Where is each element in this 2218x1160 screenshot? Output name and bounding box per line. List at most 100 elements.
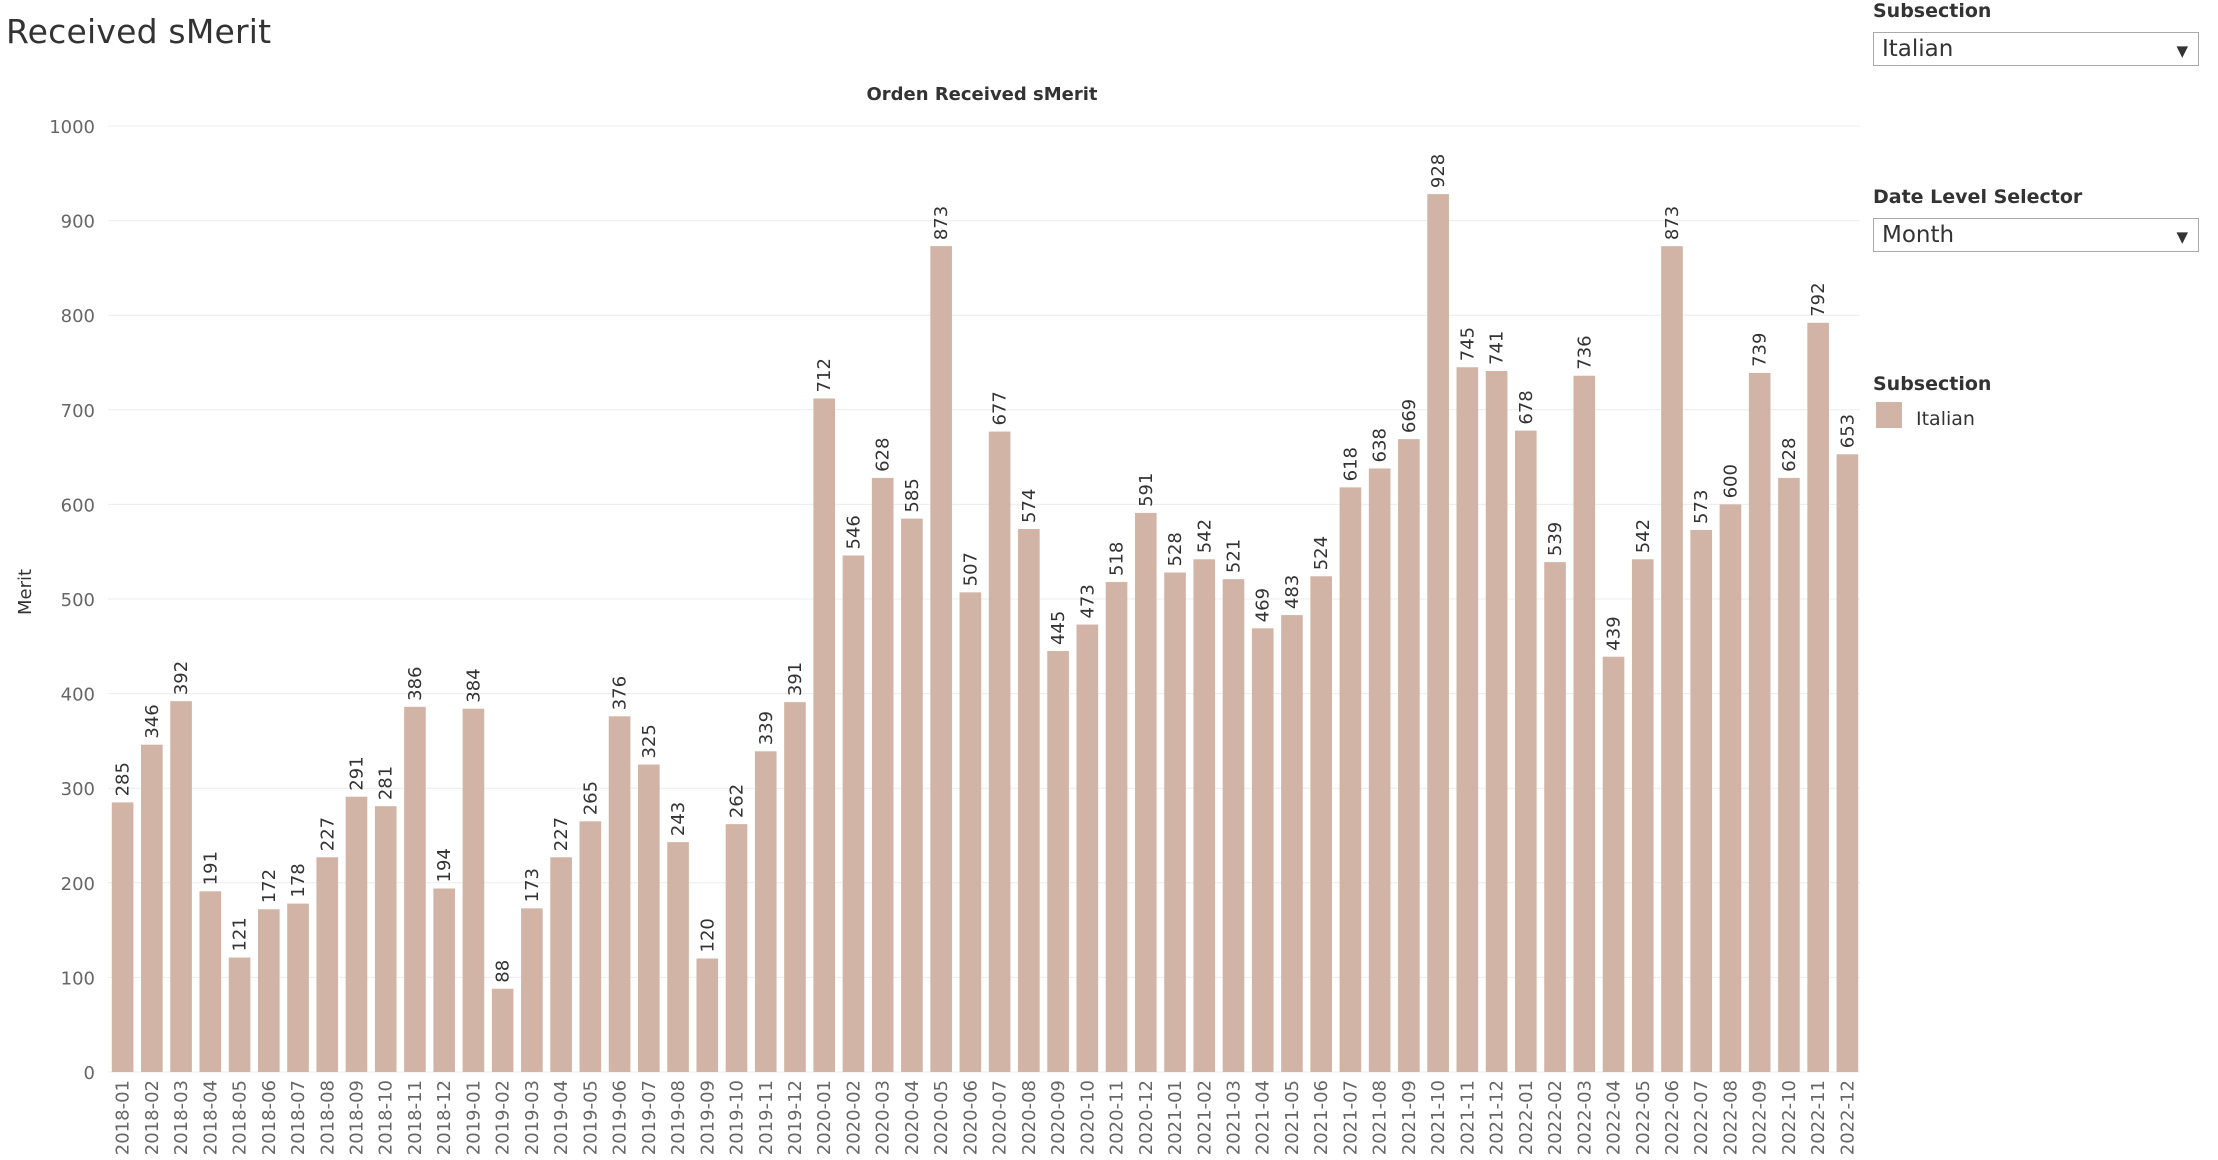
bar-2018-02[interactable] bbox=[141, 744, 163, 1072]
bar-2019-10[interactable] bbox=[725, 824, 748, 1072]
bar-2021-09[interactable] bbox=[1398, 439, 1420, 1073]
x-tick-label: 2019-12 bbox=[785, 1080, 806, 1155]
x-tick-label: 2021-08 bbox=[1370, 1080, 1391, 1155]
bar-2020-02[interactable] bbox=[842, 555, 865, 1072]
y-tick-label: 800 bbox=[61, 306, 95, 327]
bar-2020-06[interactable] bbox=[959, 592, 982, 1072]
x-tick-label: 2020-03 bbox=[873, 1080, 894, 1155]
bar-2022-10[interactable] bbox=[1778, 477, 1800, 1072]
bar-2018-11[interactable] bbox=[404, 706, 426, 1072]
bar-2019-11[interactable] bbox=[754, 751, 777, 1072]
x-tick-label: 2021-12 bbox=[1487, 1080, 1508, 1155]
data-label-2019-08: 243 bbox=[668, 802, 689, 836]
x-tick-label: 2019-01 bbox=[463, 1080, 484, 1155]
bar-2020-10[interactable] bbox=[1076, 624, 1099, 1072]
bar-2019-03[interactable] bbox=[521, 908, 543, 1072]
bar-2021-01[interactable] bbox=[1164, 572, 1186, 1072]
x-tick-label: 2019-02 bbox=[493, 1080, 514, 1155]
data-label-2021-08: 638 bbox=[1370, 428, 1391, 462]
data-label-2018-10: 281 bbox=[376, 766, 397, 800]
bar-2022-07[interactable] bbox=[1690, 529, 1713, 1072]
x-tick-label: 2021-07 bbox=[1340, 1080, 1361, 1155]
bar-2021-05[interactable] bbox=[1281, 615, 1303, 1072]
bar-2020-03[interactable] bbox=[871, 477, 894, 1072]
x-tick-label: 2020-07 bbox=[990, 1080, 1011, 1155]
bars[interactable] bbox=[111, 194, 1859, 1073]
bar-2019-01[interactable] bbox=[462, 708, 485, 1072]
date-level-dropdown[interactable]: Month ▼ bbox=[1873, 218, 2199, 252]
bar-2022-05[interactable] bbox=[1631, 559, 1654, 1072]
bar-2022-06[interactable] bbox=[1661, 246, 1683, 1073]
bar-2018-06[interactable] bbox=[257, 909, 280, 1072]
x-tick-label: 2022-10 bbox=[1779, 1080, 1800, 1155]
data-label-2022-04: 439 bbox=[1604, 616, 1625, 650]
data-label-2021-05: 483 bbox=[1282, 575, 1303, 609]
bar-2018-08[interactable] bbox=[316, 857, 339, 1072]
bar-2022-08[interactable] bbox=[1719, 504, 1742, 1072]
bar-2019-05[interactable] bbox=[579, 821, 602, 1072]
bar-2021-07[interactable] bbox=[1339, 487, 1362, 1072]
bar-2022-01[interactable] bbox=[1515, 430, 1537, 1072]
data-label-2018-05: 121 bbox=[230, 917, 251, 951]
bar-2021-02[interactable] bbox=[1193, 559, 1216, 1072]
data-label-2019-02: 88 bbox=[493, 960, 514, 983]
bar-2021-03[interactable] bbox=[1222, 579, 1245, 1072]
x-tick-label: 2019-09 bbox=[697, 1080, 718, 1155]
bar-2019-12[interactable] bbox=[784, 702, 806, 1072]
bar-2021-06[interactable] bbox=[1310, 576, 1332, 1072]
legend-title: Subsection bbox=[1873, 373, 1992, 395]
bar-2018-12[interactable] bbox=[433, 888, 455, 1072]
bar-2020-09[interactable] bbox=[1047, 651, 1069, 1072]
bar-2022-12[interactable] bbox=[1836, 454, 1859, 1073]
x-tick-label: 2021-04 bbox=[1253, 1080, 1274, 1155]
x-tick-label: 2022-09 bbox=[1750, 1080, 1771, 1155]
bar-2022-02[interactable] bbox=[1544, 562, 1566, 1072]
bar-2020-08[interactable] bbox=[1018, 528, 1040, 1072]
bar-2019-04[interactable] bbox=[550, 857, 572, 1072]
bar-2021-10[interactable] bbox=[1427, 194, 1449, 1072]
bar-2022-11[interactable] bbox=[1807, 322, 1829, 1072]
y-tick-label: 100 bbox=[61, 968, 95, 989]
bar-2022-09[interactable] bbox=[1748, 372, 1771, 1072]
bar-2021-12[interactable] bbox=[1485, 371, 1508, 1072]
x-tick-label: 2021-02 bbox=[1194, 1080, 1215, 1155]
bar-2019-02[interactable] bbox=[491, 988, 514, 1072]
bar-2019-09[interactable] bbox=[696, 958, 719, 1072]
y-tick-label: 500 bbox=[61, 590, 95, 611]
bar-2020-11[interactable] bbox=[1105, 581, 1128, 1072]
bar-2022-03[interactable] bbox=[1573, 375, 1596, 1072]
x-tick-label: 2021-01 bbox=[1165, 1080, 1186, 1155]
data-label-2022-12: 653 bbox=[1837, 414, 1858, 448]
subsection-dropdown[interactable]: Italian ▼ bbox=[1873, 32, 2199, 66]
bar-2018-09[interactable] bbox=[345, 796, 368, 1072]
bar-2021-04[interactable] bbox=[1251, 628, 1274, 1072]
bar-2020-04[interactable] bbox=[901, 518, 923, 1072]
x-tick-label: 2020-10 bbox=[1077, 1080, 1098, 1155]
x-tick-label: 2019-05 bbox=[580, 1080, 601, 1155]
bar-2020-05[interactable] bbox=[930, 246, 952, 1073]
x-tick-label: 2018-03 bbox=[171, 1080, 192, 1155]
bar-2020-01[interactable] bbox=[813, 398, 836, 1072]
x-tick-label: 2021-09 bbox=[1399, 1080, 1420, 1155]
x-tick-label: 2021-10 bbox=[1428, 1080, 1449, 1155]
bar-2018-01[interactable] bbox=[111, 802, 134, 1072]
bar-2019-08[interactable] bbox=[667, 842, 689, 1072]
bar-2018-07[interactable] bbox=[287, 903, 309, 1072]
bar-2018-05[interactable] bbox=[228, 957, 251, 1072]
bar-2022-04[interactable] bbox=[1602, 656, 1625, 1072]
bar-2021-11[interactable] bbox=[1456, 367, 1479, 1073]
bar-2020-07[interactable] bbox=[988, 431, 1011, 1073]
bar-2021-08[interactable] bbox=[1368, 468, 1391, 1072]
bar-2018-04[interactable] bbox=[199, 891, 222, 1072]
x-tick-label: 2022-12 bbox=[1837, 1080, 1858, 1155]
bar-2018-10[interactable] bbox=[374, 806, 397, 1072]
data-label-2021-07: 618 bbox=[1340, 447, 1361, 481]
x-tick-label: 2019-06 bbox=[610, 1080, 631, 1155]
bar-2019-07[interactable] bbox=[638, 764, 660, 1072]
x-tick-label: 2022-07 bbox=[1691, 1080, 1712, 1155]
bar-2018-03[interactable] bbox=[170, 701, 192, 1072]
bar-2019-06[interactable] bbox=[608, 716, 631, 1072]
bar-2020-12[interactable] bbox=[1134, 512, 1157, 1072]
x-tick-label: 2022-11 bbox=[1808, 1080, 1829, 1155]
data-label-2021-06: 524 bbox=[1311, 536, 1332, 570]
